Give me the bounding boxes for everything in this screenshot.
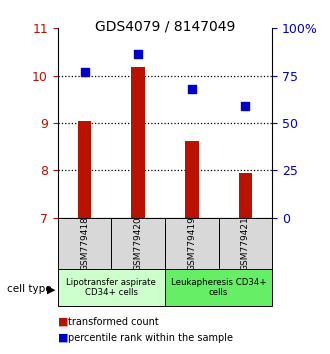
Bar — [58, 218, 112, 269]
Bar — [239, 173, 252, 218]
Text: cell type: cell type — [7, 284, 51, 294]
Point — [82, 69, 87, 75]
Text: ■: ■ — [58, 317, 68, 327]
Point — [189, 86, 194, 92]
Text: Leukapheresis CD34+
cells: Leukapheresis CD34+ cells — [171, 278, 266, 297]
Bar — [131, 67, 145, 218]
Bar — [58, 269, 165, 306]
Text: ▶: ▶ — [47, 284, 55, 294]
Bar — [78, 121, 91, 218]
Bar — [112, 218, 165, 269]
Point — [136, 52, 141, 57]
Text: percentile rank within the sample: percentile rank within the sample — [68, 333, 233, 343]
Text: GSM779421: GSM779421 — [241, 216, 250, 271]
Bar — [165, 218, 218, 269]
Text: Lipotransfer aspirate
CD34+ cells: Lipotransfer aspirate CD34+ cells — [66, 278, 156, 297]
Bar — [218, 218, 272, 269]
Text: GSM779420: GSM779420 — [134, 216, 143, 271]
Text: ■: ■ — [58, 333, 68, 343]
Bar — [185, 141, 199, 218]
Text: GSM779418: GSM779418 — [80, 216, 89, 271]
Text: GDS4079 / 8147049: GDS4079 / 8147049 — [95, 19, 235, 34]
Point — [243, 104, 248, 109]
Text: transformed count: transformed count — [68, 317, 158, 327]
Text: GSM779419: GSM779419 — [187, 216, 196, 271]
Bar — [165, 269, 272, 306]
